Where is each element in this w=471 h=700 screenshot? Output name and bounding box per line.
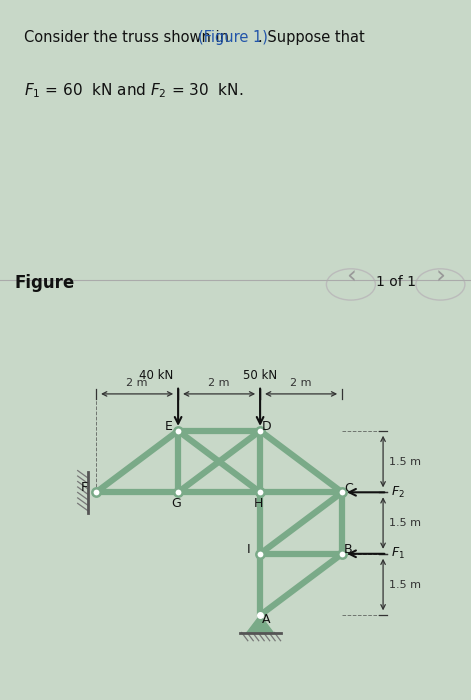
Text: $F_2$: $F_2$ — [391, 485, 405, 500]
Text: 1 of 1: 1 of 1 — [376, 275, 415, 289]
Text: 2 m: 2 m — [290, 378, 312, 388]
Text: Consider the truss shown in: Consider the truss shown in — [24, 30, 233, 45]
Polygon shape — [247, 615, 273, 633]
Text: A: A — [262, 613, 270, 626]
Text: . Suppose that: . Suppose that — [258, 30, 365, 45]
Text: Figure: Figure — [14, 274, 74, 292]
Text: ‹: ‹ — [346, 265, 356, 289]
Text: 50 kN: 50 kN — [243, 369, 277, 382]
Text: $F_1$ = 60  kN and $F_2$ = 30  kN.: $F_1$ = 60 kN and $F_2$ = 30 kN. — [24, 81, 243, 100]
Text: H: H — [253, 497, 263, 510]
Text: C: C — [344, 482, 353, 495]
Text: F: F — [81, 481, 88, 494]
Text: G: G — [171, 497, 181, 510]
Text: 2 m: 2 m — [126, 378, 148, 388]
Text: $F_1$: $F_1$ — [391, 546, 405, 561]
Text: 1.5 m: 1.5 m — [389, 580, 421, 589]
Text: 1.5 m: 1.5 m — [389, 518, 421, 528]
Text: 1.5 m: 1.5 m — [389, 456, 421, 467]
Text: 40 kN: 40 kN — [139, 369, 173, 382]
Text: (Figure 1): (Figure 1) — [198, 30, 268, 45]
Text: I: I — [247, 543, 251, 556]
Text: 2 m: 2 m — [208, 378, 230, 388]
Text: D: D — [261, 420, 271, 433]
Text: ›: › — [435, 265, 446, 289]
Text: B: B — [344, 543, 353, 556]
Text: E: E — [165, 420, 173, 433]
